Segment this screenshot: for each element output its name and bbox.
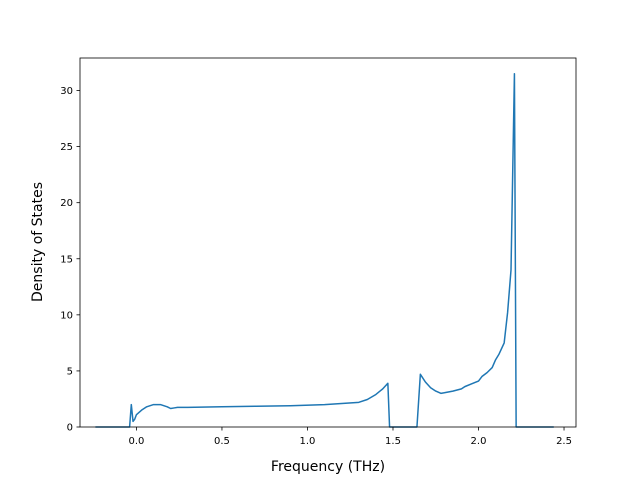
plot-frame bbox=[79, 57, 577, 428]
x-tick-label-5: 2.5 bbox=[556, 436, 572, 447]
x-tick-label-3: 1.5 bbox=[385, 436, 401, 447]
y-tick-label-0: 0 bbox=[67, 423, 73, 434]
y-axis-label: Density of States bbox=[30, 182, 46, 302]
x-tick-label-1: 0.5 bbox=[214, 436, 230, 447]
y-tick-label-4: 20 bbox=[60, 198, 73, 209]
plot-area: 0.0 0.5 1.0 1.5 2.0 2.5 0 5 10 15 20 25 30 bbox=[60, 57, 577, 447]
x-axis-label: Frequency (THz) bbox=[271, 459, 385, 475]
y-tick-label-5: 25 bbox=[60, 142, 73, 153]
x-tick-label-0: 0.0 bbox=[128, 436, 144, 447]
x-tick-label-2: 1.0 bbox=[300, 436, 316, 447]
y-tick-label-1: 5 bbox=[67, 366, 73, 377]
y-tick-label-2: 10 bbox=[60, 310, 73, 321]
y-tick-label-6: 30 bbox=[60, 86, 73, 97]
x-tick-label-4: 2.0 bbox=[471, 436, 487, 447]
series-line-0 bbox=[95, 72, 554, 428]
y-tick-label-3: 15 bbox=[60, 254, 73, 265]
